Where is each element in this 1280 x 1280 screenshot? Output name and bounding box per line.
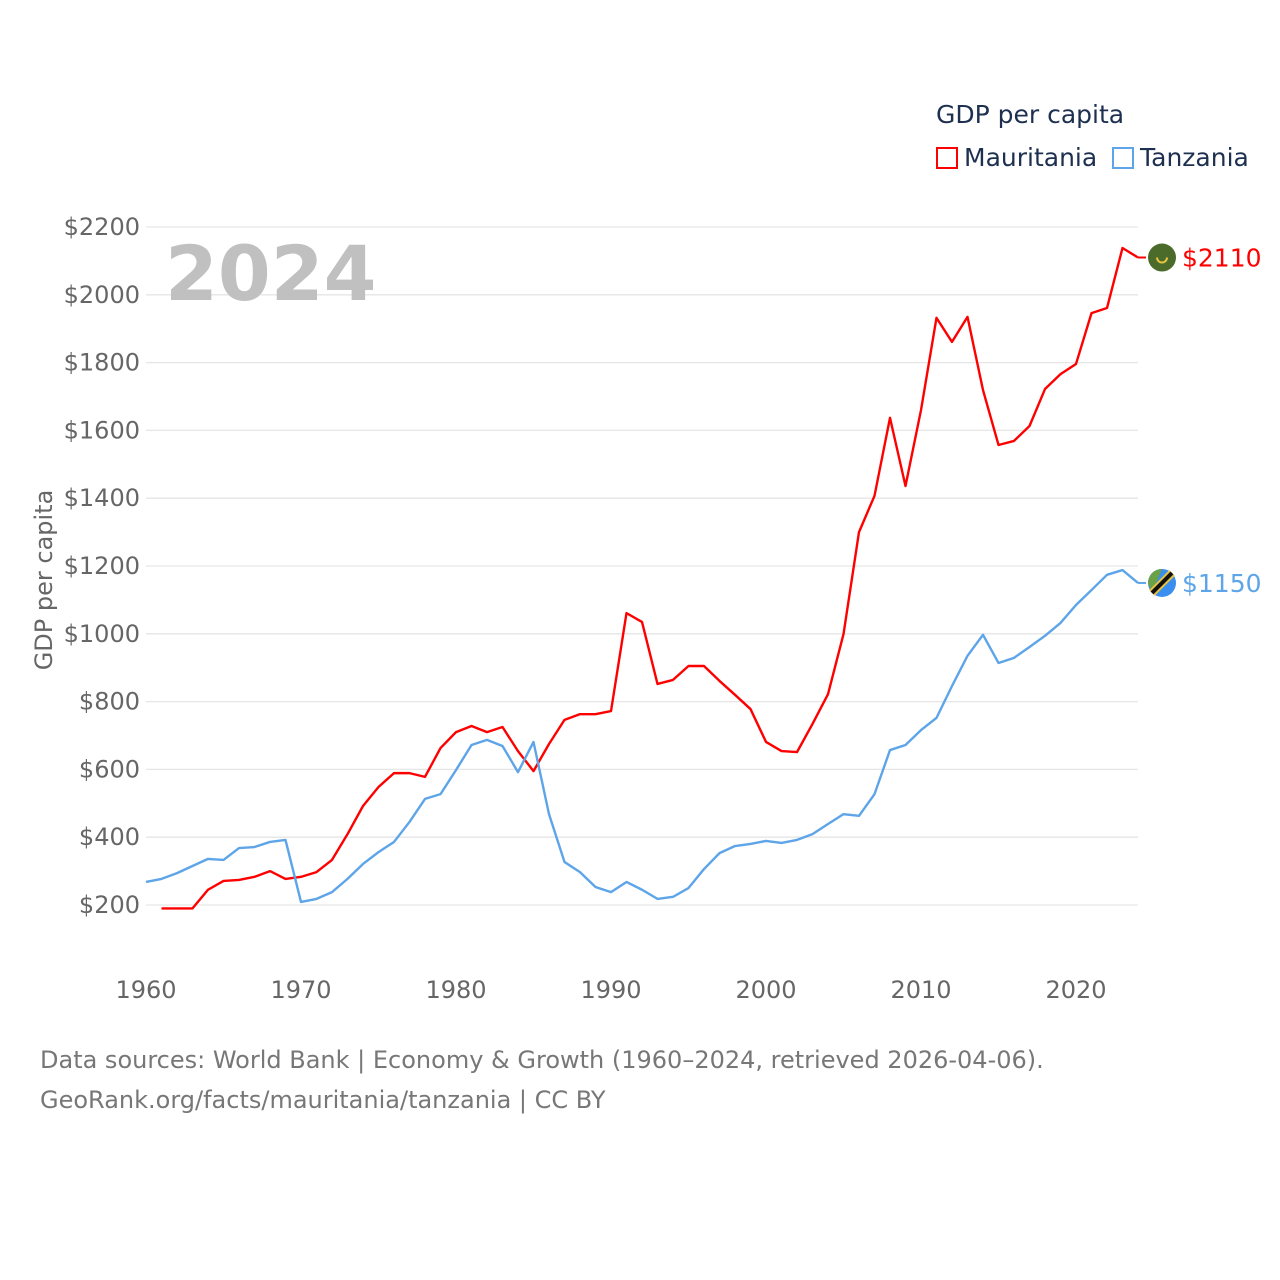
y-tick-label: $1800: [64, 349, 140, 377]
end-value-label: $1150: [1182, 569, 1262, 598]
y-tick-label: $600: [79, 755, 140, 783]
x-tick-label: 1960: [115, 976, 176, 1004]
x-tick-label: 1990: [580, 976, 641, 1004]
source-link[interactable]: GeoRank.org/facts/mauritania/tanzania | …: [40, 1086, 606, 1114]
legend-item-mauritania[interactable]: Mauritania: [936, 143, 1097, 172]
series-line-tanzania: [145, 568, 1139, 904]
crescent-icon: [1156, 257, 1168, 264]
series-line-mauritania: [161, 246, 1139, 910]
legend-swatch: [1112, 146, 1134, 169]
year-watermark: 2024: [165, 229, 377, 318]
mauritania-flag-icon: [1148, 243, 1176, 272]
x-tick-label: 1970: [270, 976, 331, 1004]
source-note: Data sources: World Bank | Economy & Gro…: [40, 1046, 1044, 1074]
y-tick-label: $800: [79, 688, 140, 716]
x-tick-label: 2010: [890, 976, 951, 1004]
y-tick-label: $1000: [64, 620, 140, 648]
legend-title: GDP per capita: [936, 100, 1125, 129]
y-tick-label: $1600: [64, 416, 140, 444]
legend-swatch: [936, 146, 958, 169]
flag-green: [1148, 568, 1162, 593]
end-value-label: $2110: [1182, 244, 1262, 273]
x-tick-label: 2020: [1045, 976, 1106, 1004]
y-tick-label: $1400: [64, 484, 140, 512]
y-tick-label: $1200: [64, 552, 140, 580]
y-axis-label: GDP per capita: [30, 490, 58, 671]
legend-label: Tanzania: [1140, 143, 1249, 172]
y-tick-label: $2000: [64, 281, 140, 309]
y-tick-label: $2200: [64, 213, 140, 241]
flag-stripe: [1150, 571, 1174, 595]
x-tick-label: 1980: [425, 976, 486, 1004]
legend-item-tanzania[interactable]: Tanzania: [1112, 143, 1249, 172]
y-tick-label: $400: [79, 823, 140, 851]
legend-label: Mauritania: [964, 143, 1098, 172]
x-tick-label: 2000: [735, 976, 796, 1004]
y-tick-label: $200: [79, 891, 140, 919]
